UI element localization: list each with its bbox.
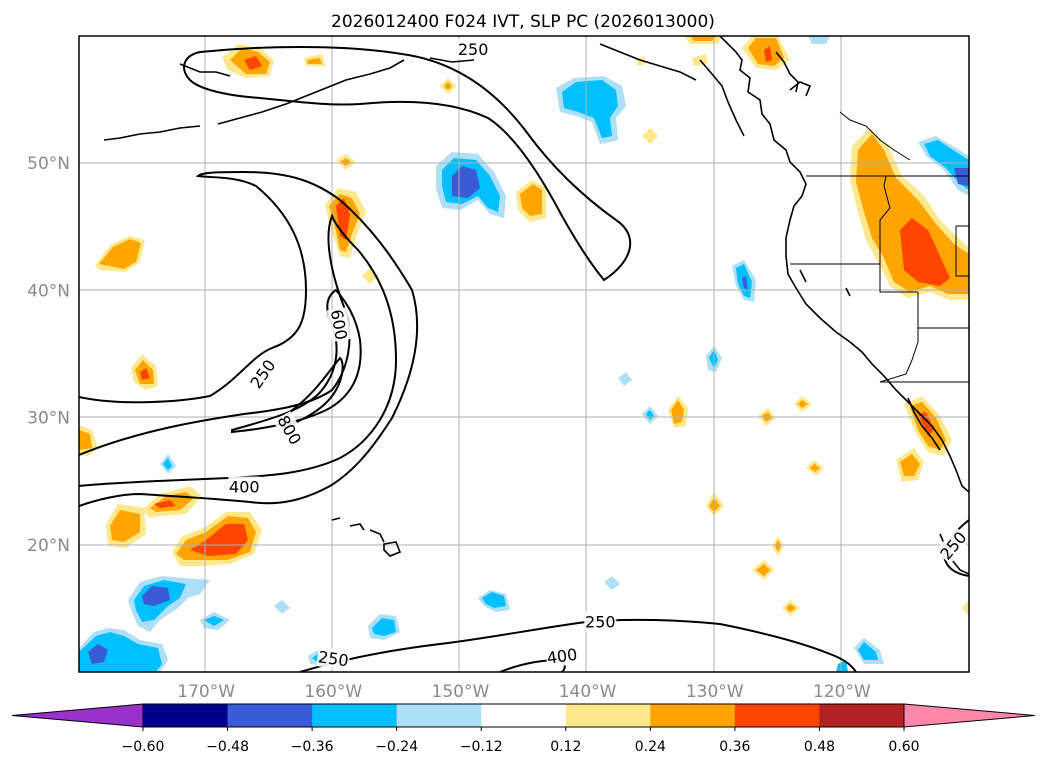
negative-anomaly-blob: [308, 590, 884, 672]
contour-label-3: 400: [228, 476, 261, 497]
lat-label-1: 30°N: [27, 409, 70, 429]
ivt-contours: [79, 46, 969, 672]
contour-label-6: 400: [544, 643, 580, 668]
lon-label-5: 120°W: [813, 682, 871, 702]
negative-anomaly-blob: [556, 76, 626, 144]
colorbar-segment: [650, 704, 736, 727]
contour-label-text: 250: [585, 612, 616, 631]
positive-anomaly-blob: [752, 560, 774, 580]
coastlines: [103, 36, 969, 575]
contour-label-text: 400: [229, 478, 260, 497]
ivt-contour-400: [79, 213, 398, 487]
ivt-contour-250-north: [183, 46, 632, 282]
colorbar-tick-label-6: 0.24: [635, 739, 666, 755]
contour-label-4: 250: [457, 38, 490, 59]
colorbar-tick-label-3: −0.24: [375, 739, 418, 755]
lon-label-0: 170°W: [177, 682, 235, 702]
colorbar-segment: [481, 704, 567, 727]
colorbar-tick-label-1: −0.48: [206, 739, 249, 755]
positive-anomaly-blob: [794, 396, 812, 412]
positive-anomaly-blob: [896, 448, 924, 482]
negative-anomaly-blob: [128, 576, 210, 632]
positive-anomaly-blob: [668, 396, 688, 428]
map-frame: [78, 35, 970, 673]
positive-anomaly-blob: [222, 44, 274, 78]
colorbar-segment: [143, 704, 229, 727]
lat-label-3: 50°N: [27, 154, 70, 174]
contour-label-text: 250: [317, 647, 350, 670]
colorbar-segment: [734, 704, 820, 727]
positive-anomaly-blob: [95, 236, 145, 272]
ivt-contour-250-outer: [79, 170, 419, 507]
positive-anomaly-blob: [172, 512, 262, 566]
positive-anomaly-blob: [806, 460, 824, 476]
positive-anomaly-blob: [336, 56, 658, 284]
colorbar-segment: [227, 704, 313, 727]
colorbar-tick-label-0: −0.60: [122, 739, 165, 755]
positive-anomaly-blob: [131, 354, 158, 390]
contour-label-1: 600: [326, 307, 352, 343]
colorbar-tick-label-7: 0.36: [719, 739, 750, 755]
positive-anomaly-blob: [79, 425, 98, 456]
colorbar-segment: [565, 704, 651, 727]
colorbar-segment: [396, 704, 482, 727]
contour-label-7: 250: [316, 646, 351, 671]
colorbar-tick-label-9: 0.60: [888, 739, 919, 755]
contour-label-text: 250: [458, 40, 489, 59]
positive-anomaly-blob: [772, 536, 784, 556]
latitude-labels: 20°N 30°N 40°N 50°N: [27, 154, 70, 556]
colorbar-extend-high: [903, 703, 1036, 728]
ivt-contour-800: [280, 356, 344, 430]
colorbar-tick-label-4: −0.12: [460, 739, 503, 755]
colorbar-tick-label-8: 0.48: [804, 739, 835, 755]
ivt-contour-600: [231, 288, 362, 434]
ivt-contour-250-south: [299, 618, 857, 672]
negative-anomaly-blob: [808, 36, 969, 196]
colorbar-tick-label-2: −0.36: [291, 739, 334, 755]
lat-label-0: 20°N: [27, 536, 70, 556]
colorbar-segment: [312, 704, 398, 727]
positive-anomaly-blob: [962, 600, 969, 616]
lon-label-4: 130°W: [686, 682, 744, 702]
contour-label-5: 250: [584, 611, 617, 632]
colorbar-extend-low: [11, 703, 144, 728]
colorbar-tick-label-5: 0.12: [550, 739, 581, 755]
positive-anomaly-blob: [684, 36, 722, 44]
longitude-labels: 170°W 160°W 150°W 140°W 130°W 120°W: [177, 682, 871, 702]
lon-label-3: 140°W: [559, 682, 617, 702]
colorbar-outline: [142, 703, 905, 728]
political-borders: [790, 111, 969, 383]
ivt-anomaly-shading: [79, 36, 969, 672]
positive-anomaly-blob: [106, 504, 146, 548]
figure-title: 2026012400 F024 IVT, SLP PC (2026013000): [331, 12, 715, 32]
positive-anomaly-blob: [304, 54, 326, 66]
lon-label-1: 160°W: [304, 682, 362, 702]
colorbar-segment: [819, 704, 905, 727]
positive-anomaly-blob: [325, 188, 366, 258]
lon-label-2: 150°W: [432, 682, 490, 702]
positive-anomaly-blob: [742, 36, 790, 70]
contour-label-text: 400: [546, 645, 579, 668]
positive-anomaly-blob: [516, 180, 546, 222]
positive-anomaly-blob: [782, 600, 800, 616]
negative-anomaly-blob: [79, 628, 168, 672]
colorbar: −0.60 −0.48 −0.36 −0.24 −0.12 0.12 0.24 0.36 0.4…: [11, 703, 1036, 755]
gridlines: [79, 36, 969, 672]
lat-label-2: 40°N: [27, 281, 70, 301]
